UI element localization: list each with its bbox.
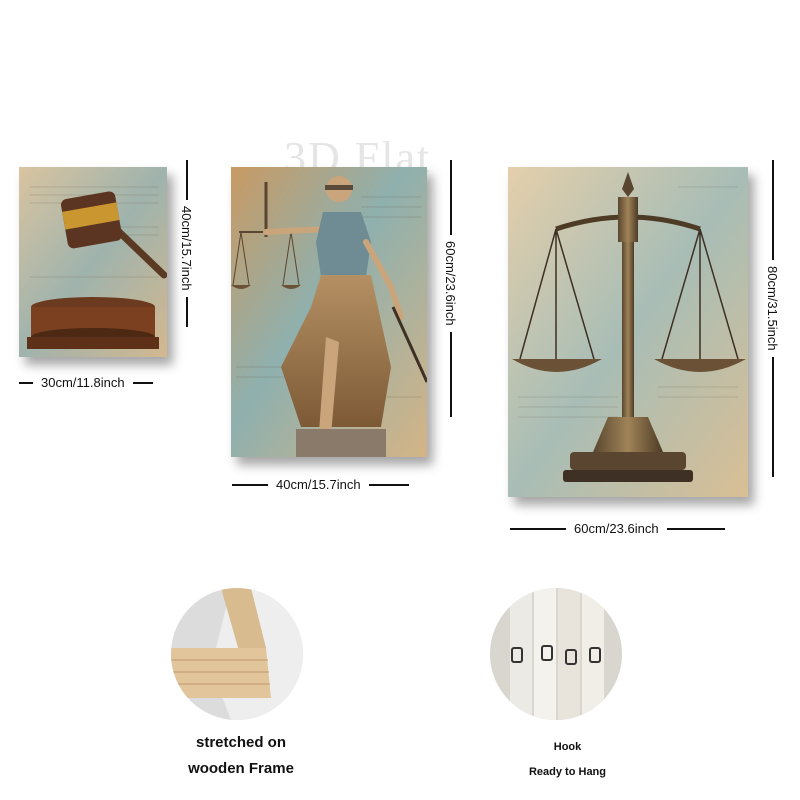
frame-caption: stretched on wooden Frame bbox=[157, 730, 325, 782]
lady-justice-height-label: 60cm/23.6inch bbox=[443, 241, 458, 326]
lady-justice-height-dimension: 60cm/23.6inch bbox=[443, 160, 458, 460]
gavel-width-dimension: 30cm/11.8inch bbox=[19, 375, 153, 390]
hook-caption: Hook Ready to Hang bbox=[490, 735, 645, 785]
scales-panel bbox=[508, 167, 748, 497]
gavel-height-label: 40cm/15.7inch bbox=[179, 206, 194, 291]
gavel-height-dimension: 40cm/15.7inch bbox=[179, 160, 194, 365]
gavel-image bbox=[19, 167, 167, 357]
scales-width-label: 60cm/23.6inch bbox=[574, 521, 659, 536]
gavel-width-label: 30cm/11.8inch bbox=[41, 375, 125, 390]
lady-justice-width-label: 40cm/15.7inch bbox=[276, 477, 361, 492]
lady-justice-panel bbox=[231, 167, 427, 457]
hook-caption-line1: Hook bbox=[553, 741, 582, 753]
wooden-frame-photo bbox=[171, 588, 303, 720]
frame-caption-line1: stretched on bbox=[195, 734, 286, 751]
gavel-handle bbox=[110, 223, 167, 279]
lady-justice-image bbox=[231, 167, 427, 457]
scales-width-dimension: 60cm/23.6inch bbox=[510, 521, 725, 536]
gavel-panel bbox=[19, 167, 167, 357]
hook-photo bbox=[490, 588, 622, 720]
frame-caption-line2: wooden Frame bbox=[188, 760, 294, 777]
scales-height-label: 80cm/31.5inch bbox=[765, 266, 780, 351]
scales-image bbox=[508, 167, 748, 497]
lady-justice-width-dimension: 40cm/15.7inch bbox=[232, 477, 409, 492]
hook-caption-line2: Ready to Hang bbox=[528, 766, 606, 778]
scales-height-dimension: 80cm/31.5inch bbox=[765, 160, 780, 505]
